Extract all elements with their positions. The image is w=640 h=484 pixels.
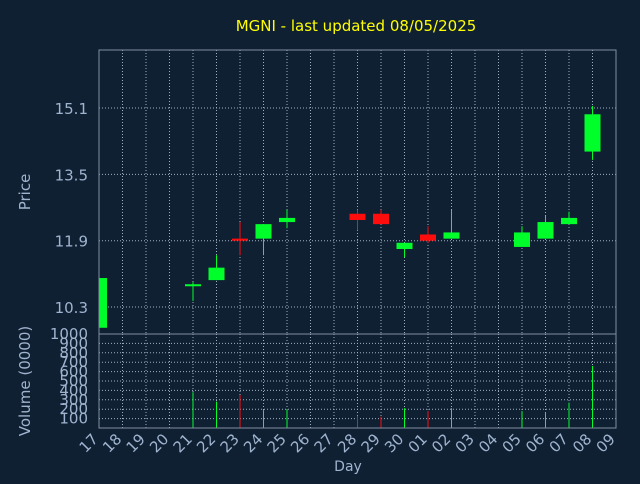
- candle-body: [420, 234, 436, 241]
- price-tick-label: 13.5: [55, 166, 88, 184]
- x-tick-label: 09: [593, 430, 619, 456]
- volume-tick-label: 800: [59, 344, 88, 362]
- candle-body: [208, 267, 225, 281]
- volume-tick-label: 900: [59, 334, 88, 352]
- x-tick-label: 04: [475, 430, 501, 456]
- x-tick-label: 24: [240, 430, 266, 456]
- candle-body: [279, 217, 295, 223]
- x-tick-label: 21: [170, 430, 196, 456]
- candle-body: [99, 278, 107, 328]
- candle-body: [537, 222, 554, 239]
- x-tick-label: 30: [381, 430, 407, 456]
- volume-tick-label: 400: [59, 381, 88, 399]
- price-tick-label: 11.9: [55, 233, 88, 251]
- price-candles: [98, 105, 601, 328]
- volume-tick-label: 500: [59, 372, 88, 390]
- x-tick-label: 06: [522, 430, 548, 456]
- x-tick-label: 29: [358, 430, 384, 456]
- volume-tick-label: 100: [59, 410, 88, 428]
- x-tick-label: 23: [217, 430, 243, 456]
- volume-bars: [192, 365, 593, 428]
- candle-body: [373, 213, 389, 225]
- x-tick-label: 19: [123, 430, 149, 456]
- x-tick-label: 03: [452, 430, 478, 456]
- volume-panel-frame: [98, 333, 617, 429]
- price-grid: [98, 50, 617, 334]
- x-tick-label: 25: [264, 430, 290, 456]
- volume-tick-label: 600: [59, 363, 88, 381]
- x-tick-label: 20: [146, 430, 172, 456]
- candle-body: [514, 232, 530, 247]
- x-tick-label: 17: [76, 430, 102, 456]
- x-tick-label: 01: [405, 430, 431, 456]
- price-tick-label: 15.1: [55, 100, 88, 118]
- x-tick-label: 22: [193, 430, 219, 456]
- x-tick-label: 07: [546, 430, 572, 456]
- x-tick-label: 27: [311, 430, 337, 456]
- x-tick-label: 08: [569, 430, 595, 456]
- x-tick-label: 28: [334, 430, 360, 456]
- chart-title: MGNI - last updated 08/05/2025: [236, 17, 477, 35]
- price-tick-label: 10.3: [55, 299, 88, 317]
- volume-tick-label: 200: [59, 400, 88, 418]
- candle-body: [255, 224, 272, 239]
- candle-body: [232, 238, 248, 241]
- price-y-axis: 10.3 11.9 13.5 15.1: [55, 100, 88, 317]
- candle-body: [185, 284, 201, 287]
- x-axis: 1718192021222324252627282930010203040506…: [76, 430, 619, 456]
- volume-tick-label: 300: [59, 391, 88, 409]
- x-tick-label: 02: [428, 430, 454, 456]
- candle-body: [584, 114, 601, 152]
- candle-body: [561, 217, 577, 225]
- volume-tick-label: 1000: [50, 325, 88, 343]
- x-axis-label: Day: [334, 459, 362, 475]
- volume-tick-label: 700: [59, 353, 88, 371]
- volume-grid: [98, 333, 617, 428]
- x-tick-label: 18: [99, 430, 125, 456]
- candle-body: [443, 232, 460, 239]
- x-tick-label: 05: [499, 430, 525, 456]
- price-axis-label: Price: [16, 174, 34, 211]
- x-tick-label: 26: [287, 430, 313, 456]
- candle-body: [349, 213, 366, 220]
- volume-axis-label: Volume (0000): [16, 326, 34, 436]
- candle-body: [396, 242, 413, 250]
